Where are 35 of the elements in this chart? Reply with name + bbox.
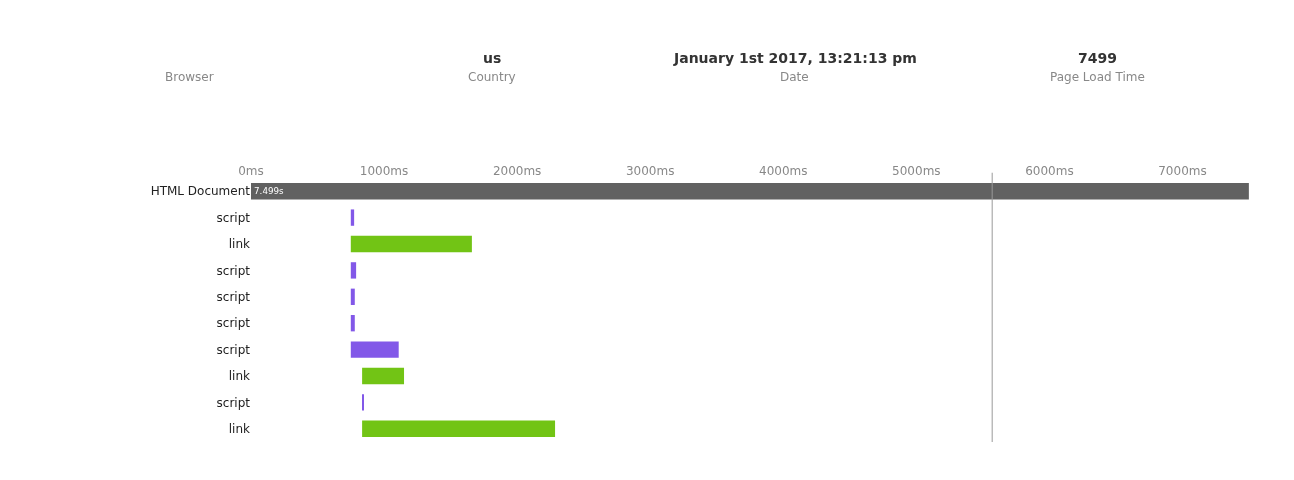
x-tick-label: 0ms (238, 163, 264, 178)
x-tick-label: 6000ms (1025, 163, 1074, 178)
x-tick-label: 2000ms (492, 163, 542, 178)
category-label: Page Load Time (1050, 70, 1145, 84)
bar (350, 315, 355, 332)
y-tick-label: script (216, 263, 251, 278)
y-tick-label: script (216, 342, 251, 357)
y-tick-label: HTML Document (150, 184, 251, 199)
y-tick-label: script (216, 290, 251, 304)
text: January 1st 2017, 13:21:13 pm (674, 50, 917, 66)
bar (350, 262, 357, 279)
x-tick-label: 7000ms (1158, 163, 1207, 178)
y-tick-label: link (228, 369, 251, 384)
bar (251, 183, 1249, 200)
x-tick-label: 3000ms (625, 163, 675, 178)
y-tick-label: link (228, 422, 251, 436)
x-tick-label: 4000ms (759, 163, 808, 178)
bar (350, 288, 355, 305)
y-tick-label: link (228, 237, 251, 252)
bar (362, 367, 405, 385)
bar (350, 235, 472, 253)
bar (362, 420, 556, 437)
category-label: Browser (165, 70, 214, 84)
bar (350, 209, 355, 226)
category-label: Date (780, 70, 809, 84)
data-label: 7.499s (254, 185, 285, 196)
y-tick-label: script (216, 395, 251, 410)
text: 7499 (1078, 50, 1117, 66)
x-tick-label: 5000ms (892, 163, 941, 178)
x-tick-label: 1000ms (359, 163, 409, 178)
y-tick-label: script (216, 210, 251, 225)
y-tick-label: script (216, 316, 251, 331)
text: us (483, 50, 502, 66)
bar (350, 341, 399, 358)
category-label: Country (468, 70, 516, 84)
